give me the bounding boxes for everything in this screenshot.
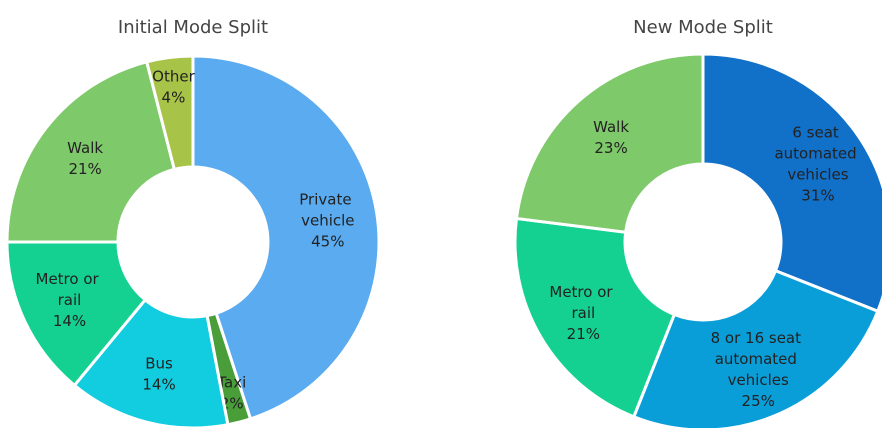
slice-label-line: 8 or 16 seat [711, 329, 806, 347]
slice-label-line: Taxi [216, 374, 246, 392]
slice-label: Taxi [216, 374, 246, 392]
slice-label-line: Metro or [549, 283, 617, 301]
slice-label-line: Walk [67, 139, 103, 157]
slice-label: Metro or rail [549, 283, 617, 322]
chart-title: Initial Mode Split [118, 17, 268, 38]
slice-label-line: rail [58, 291, 82, 309]
slice-label-line: Private [299, 191, 356, 209]
slice-label: Walk [593, 118, 629, 136]
slice-label: Other [152, 68, 195, 86]
donut-slice [701, 52, 882, 314]
donut-slice [5, 240, 148, 388]
slice-value: 21% [68, 160, 101, 178]
slice-label-line: 6 seat [792, 123, 843, 141]
chart-title: New Mode Split [633, 17, 773, 38]
slice-value: 45% [311, 233, 344, 251]
slice-value: 23% [594, 139, 627, 157]
slice-label: Bus [145, 355, 173, 373]
donut-slice [191, 54, 381, 421]
slice-label-line: Metro or [36, 270, 104, 288]
slice-value: 4% [162, 89, 186, 107]
slice-label-line: vehicles [728, 371, 789, 389]
slice-value: 21% [567, 325, 600, 343]
donut-slice [631, 268, 880, 428]
slice-label-line: vehicles [787, 165, 848, 183]
slice-label-line: automated [774, 144, 861, 162]
slice-label-line: vehicle [301, 212, 354, 230]
slice-label: 6 seat automated vehicles [774, 123, 861, 183]
slice-label: Private vehicle [299, 191, 356, 230]
slice-label: 8 or 16 seat automated vehicles [711, 329, 806, 389]
slice-value: 25% [742, 392, 775, 410]
slice-label: Metro or rail [36, 270, 104, 309]
donut-slice [514, 52, 705, 234]
slice-label-line: automated [715, 350, 802, 368]
slice-label: Walk [67, 139, 103, 157]
slice-label-line: Walk [593, 118, 629, 136]
donut-slice [5, 60, 177, 244]
slice-value: 14% [142, 376, 175, 394]
donut-slice [144, 54, 195, 172]
slice-label-line: Other [152, 68, 195, 86]
slice-label-line: rail [572, 304, 596, 322]
donut-slice [513, 216, 677, 419]
slice-label-line: Bus [145, 355, 173, 373]
slice-value: 14% [53, 312, 86, 330]
slice-value: 31% [801, 186, 834, 204]
